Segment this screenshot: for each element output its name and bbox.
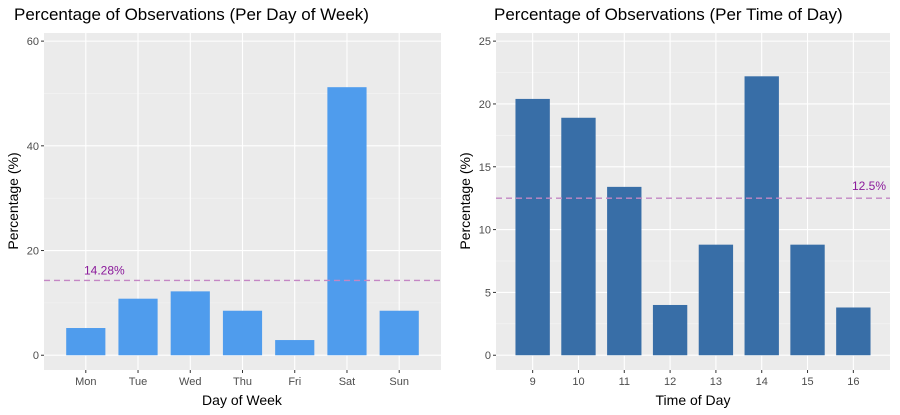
bar	[66, 328, 106, 356]
x-tick-label: 14	[756, 376, 768, 388]
y-tick-label: 10	[479, 225, 491, 237]
day-of-week-chart: Percentage of Observations (Per Day of W…	[5, 5, 441, 408]
chart-title: Percentage of Observations (Per Day of W…	[14, 5, 369, 24]
y-axis-title: Percentage (%)	[5, 152, 21, 249]
x-tick-label: Mon	[75, 376, 96, 388]
x-tick-label: 16	[847, 376, 859, 388]
bar	[275, 340, 315, 356]
reference-line-label: 14.28%	[84, 263, 125, 277]
x-tick-label: 9	[530, 376, 536, 388]
x-tick-label: Wed	[179, 376, 201, 388]
x-tick-label: 15	[801, 376, 813, 388]
y-tick-label: 40	[27, 141, 39, 153]
bar	[515, 98, 550, 356]
y-tick-label: 5	[485, 287, 491, 299]
y-tick-label: 15	[479, 162, 491, 174]
bar	[379, 310, 419, 356]
bar	[836, 307, 871, 356]
x-axis: Mon Tue Wed Thu Fri Sat Sun	[75, 370, 409, 388]
x-tick-label: Tue	[129, 376, 148, 388]
y-tick-label: 0	[33, 350, 39, 362]
y-tick-label: 20	[27, 246, 39, 258]
bar	[607, 186, 642, 356]
bar	[790, 244, 825, 356]
x-tick-label: Thu	[233, 376, 252, 388]
x-tick-label: 12	[664, 376, 676, 388]
bar	[561, 117, 596, 356]
y-tick-label: 25	[479, 36, 491, 48]
reference-line-label: 12.5%	[852, 179, 886, 193]
x-tick-label: 13	[710, 376, 722, 388]
x-tick-label: 11	[619, 376, 630, 388]
bar	[744, 76, 779, 356]
bars	[66, 87, 419, 356]
bar	[327, 87, 367, 356]
x-tick-label: Fri	[288, 376, 301, 388]
bar	[652, 304, 688, 356]
y-tick-label: 20	[479, 99, 491, 111]
x-tick-label: Sun	[389, 376, 409, 388]
bars	[515, 76, 871, 356]
y-axis-title: Percentage (%)	[457, 152, 473, 249]
chart-title: Percentage of Observations (Per Time of …	[494, 5, 843, 24]
bar	[222, 310, 263, 356]
plot-panel	[496, 33, 890, 370]
bar	[170, 291, 210, 356]
x-tick-label: 10	[572, 376, 584, 388]
y-axis: 0 20 40 60	[27, 36, 44, 362]
y-tick-label: 0	[485, 350, 491, 362]
time-of-day-chart: Percentage of Observations (Per Time of …	[457, 5, 890, 408]
x-tick-label: Sat	[339, 376, 356, 388]
reference-line-group: 12.5%	[496, 179, 890, 199]
y-axis: 0 5 10 15 20 25	[479, 36, 496, 362]
y-tick-label: 60	[27, 36, 39, 48]
bar	[118, 298, 158, 356]
x-axis-title: Time of Day	[656, 392, 731, 408]
reference-line-group: 14.28%	[44, 263, 441, 282]
x-axis: 9 10 11 12 13 14 15 16	[530, 370, 859, 388]
x-axis-title: Day of Week	[202, 392, 283, 408]
bar	[698, 244, 734, 356]
